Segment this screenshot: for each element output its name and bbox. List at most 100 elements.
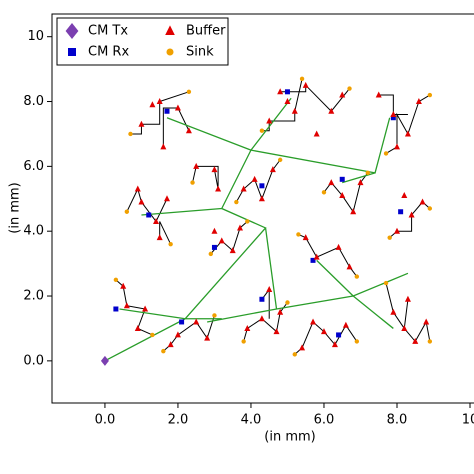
- circle-marker: [212, 313, 217, 318]
- square-marker: [390, 115, 396, 121]
- triangle-marker: [291, 107, 298, 114]
- circle-marker: [208, 251, 214, 257]
- triangle-marker: [251, 175, 258, 182]
- circle-marker: [387, 235, 392, 240]
- triangle-marker: [138, 198, 145, 205]
- x-tick-label: 0.0: [95, 413, 116, 428]
- circle-marker: [296, 232, 301, 237]
- triangle-marker: [160, 143, 167, 150]
- circle-marker: [354, 339, 360, 344]
- triangle-marker: [218, 237, 225, 244]
- triangle-marker: [393, 143, 400, 150]
- triangle-marker: [310, 318, 317, 325]
- diamond-marker: [100, 355, 109, 366]
- circle-marker: [259, 128, 265, 133]
- triangle-marker: [123, 302, 130, 309]
- triangle-marker: [419, 198, 426, 205]
- triangle-marker: [342, 321, 349, 328]
- square-marker: [336, 332, 342, 338]
- y-tick-label: 6.0: [23, 159, 44, 174]
- triangle-marker: [120, 282, 127, 289]
- triangle-marker: [229, 247, 236, 254]
- triangle-marker: [165, 25, 175, 35]
- square-marker: [339, 176, 345, 182]
- circle-marker: [241, 339, 246, 344]
- circle-marker: [427, 206, 433, 211]
- triangle-marker: [163, 195, 170, 202]
- triangle-marker: [156, 98, 163, 105]
- triangle-marker: [204, 334, 211, 341]
- triangle-marker: [149, 101, 156, 108]
- triangle-marker: [393, 227, 400, 234]
- triangle-marker: [237, 224, 244, 231]
- triangle-marker: [193, 318, 200, 325]
- circle-marker: [168, 241, 173, 247]
- circle-marker: [150, 332, 155, 338]
- triangle-marker: [390, 110, 397, 117]
- triangle-marker: [134, 324, 141, 331]
- triangle-marker: [335, 243, 342, 250]
- legend-label: CM Tx: [88, 24, 128, 39]
- triangle-marker: [346, 263, 353, 270]
- y-tick-label: 8.0: [23, 94, 44, 109]
- triangle-marker: [258, 315, 265, 322]
- triangle-marker: [404, 130, 411, 137]
- legend-label: CM Rx: [88, 45, 129, 60]
- y-axis-label: (in mm): [8, 182, 23, 233]
- circle-marker: [186, 89, 192, 95]
- triangle-marker: [404, 295, 411, 302]
- triangle-marker: [350, 208, 357, 215]
- triangle-marker: [328, 179, 335, 186]
- triangle-marker: [320, 328, 327, 335]
- triangle-marker: [211, 227, 218, 234]
- x-tick-label: 2.0: [168, 413, 189, 428]
- triangle-marker: [273, 328, 280, 335]
- triangle-marker: [415, 98, 422, 105]
- triangle-marker: [302, 81, 309, 88]
- circle-marker: [427, 92, 433, 98]
- legend-label: Sink: [186, 45, 214, 60]
- square-marker: [68, 47, 76, 56]
- legend: CM Tx CM Rx Buffer Sink: [56, 17, 229, 66]
- triangle-marker: [174, 104, 181, 111]
- triangle-marker: [357, 179, 364, 186]
- triangle-marker: [284, 98, 291, 105]
- triangle-marker: [269, 166, 276, 173]
- triangle-marker: [138, 120, 145, 127]
- triangle-marker: [328, 107, 335, 114]
- x-axis-label: (in mm): [264, 430, 315, 445]
- square-marker: [310, 257, 316, 263]
- triangle-marker: [299, 344, 306, 351]
- circle-marker: [190, 180, 195, 185]
- circle-marker: [383, 151, 389, 156]
- square-marker: [146, 212, 152, 218]
- triangle-marker: [258, 195, 265, 202]
- triangle-marker: [215, 185, 222, 192]
- triangle-marker: [412, 337, 419, 344]
- circle-marker: [113, 277, 119, 283]
- triangle-marker: [266, 117, 273, 124]
- circle-marker: [124, 209, 130, 214]
- square-marker: [284, 89, 290, 95]
- circle-marker: [128, 131, 133, 137]
- triangle-marker: [375, 91, 382, 98]
- diamond-marker: [65, 22, 79, 39]
- circle-marker: [234, 199, 239, 205]
- y-tick-label: 2.0: [23, 289, 44, 304]
- square-marker: [259, 183, 265, 189]
- circle-marker: [347, 86, 352, 91]
- triangle-marker: [339, 91, 346, 98]
- triangle-marker: [401, 192, 408, 199]
- triangle-marker: [142, 305, 149, 312]
- legend-box: [56, 17, 229, 66]
- circle-marker: [299, 76, 305, 82]
- circle-marker: [285, 300, 290, 305]
- x-tick-label: 6.0: [314, 413, 335, 428]
- triangle-marker: [156, 234, 163, 241]
- square-marker: [211, 244, 217, 250]
- circle-marker: [161, 348, 166, 354]
- y-tick-label: 0.0: [23, 353, 44, 368]
- triangle-marker: [277, 308, 284, 315]
- circle-marker: [245, 219, 250, 224]
